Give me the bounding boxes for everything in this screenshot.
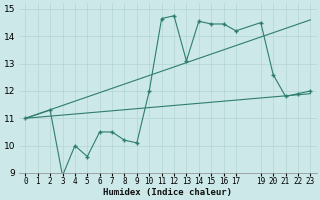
- X-axis label: Humidex (Indice chaleur): Humidex (Indice chaleur): [103, 188, 232, 197]
